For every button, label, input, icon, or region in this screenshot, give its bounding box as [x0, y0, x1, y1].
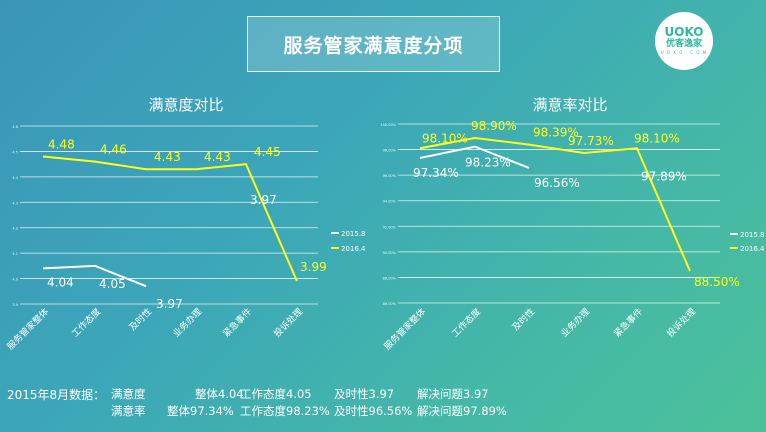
chart1-data-label: 4.43 — [154, 150, 181, 164]
chart2-data-label: 98.10% — [422, 131, 468, 145]
chart1-series-line-2015.8 — [42, 264, 147, 288]
chart1-x-tick-label: 工作态度 — [69, 306, 103, 340]
chart1-series-line-2016.4 — [42, 155, 298, 282]
chart2-y-tick-label: 96.00% — [383, 174, 397, 178]
chart1-data-label: 3.99 — [300, 260, 327, 274]
footer-r1-4: 解决问题3.97 — [417, 387, 489, 401]
footer-r1-1: 整体4.04 — [195, 387, 244, 401]
chart2-y-tick-label: 88.00% — [383, 276, 397, 280]
chart2-y-tick-label: 94.00% — [383, 200, 397, 204]
chart1-x-tick-label: 及时性 — [127, 306, 155, 334]
chart2-data-label: 98.23% — [465, 156, 511, 170]
footer-r2-3: 及时性96.56% — [334, 404, 413, 418]
chart1-data-label: 4.48 — [48, 138, 75, 152]
chart1-x-tick-label: 投诉处理 — [271, 306, 305, 340]
chart2-data-label: 98.90% — [471, 119, 517, 133]
chart2-data-label: 97.73% — [568, 134, 614, 148]
chart2-y-tick-label: 92.00% — [383, 225, 397, 229]
chart1-data-label: 4.43 — [204, 150, 231, 164]
chart1-data-label: 3.97 — [156, 297, 183, 311]
footer-r2-0: 满意率 — [111, 404, 146, 418]
footer-r1-2: 工作态度4.05 — [240, 387, 312, 401]
chart2-data-label: 88.50% — [694, 275, 740, 289]
chart2-data-label: 97.34% — [413, 166, 459, 180]
chart1-y-tick-label: 4.0 — [12, 278, 18, 282]
chart2-x-tick-label: 紧急事件 — [611, 306, 645, 340]
chart1-y-tick-label: 4.3 — [12, 201, 18, 205]
uoko-logo: UOKO 优客逸家 U O K O . C O M — [655, 12, 713, 70]
logo-brand: UOKO — [664, 25, 704, 39]
chart1-y-tick-label: 4.6 — [12, 125, 18, 129]
chart2-y-tick-label: 90.00% — [383, 251, 397, 255]
chart2-y-tick-label: 100.00% — [380, 123, 396, 127]
chart2-y-tick-label: 86.00% — [383, 302, 397, 306]
chart2-data-label: 98.39% — [533, 126, 579, 140]
chart2-series-line-2016.4 — [419, 137, 691, 272]
footer-r1-3: 及时性3.97 — [334, 387, 395, 401]
chart2-data-label: 98.10% — [634, 131, 680, 145]
chart1-y-tick-label: 4.5 — [12, 150, 18, 154]
chart2-data-label: 96.56% — [534, 176, 580, 190]
chart1-data-label: 4.05 — [99, 277, 126, 291]
chart1-data-label: 4.45 — [254, 145, 281, 159]
chart1-y-tick-label: 4.1 — [12, 252, 18, 256]
chart2-title: 满意率对比 — [532, 96, 607, 114]
chart1-data-label: 4.46 — [100, 143, 127, 157]
chart1-title: 满意度对比 — [148, 96, 223, 114]
chart2-x-tick-label: 服务管家整体 — [381, 306, 428, 353]
footer-r1-0: 满意度 — [111, 387, 146, 401]
chart1-x-tick-label: 紧急事件 — [220, 306, 254, 340]
footer-r2-2: 工作态度98.23% — [240, 404, 330, 418]
logo-tagline: U O K O . C O M — [660, 50, 708, 55]
chart2-series-line-2015.8 — [419, 145, 530, 169]
chart1-data-label: 4.04 — [47, 275, 74, 289]
chart2-legend-label: 2015.8 — [740, 231, 765, 239]
chart2-legend-label: 2016.4 — [740, 245, 765, 253]
chart2-extra-data-label: 97.89% — [641, 169, 687, 183]
chart2-y-tick-label: 98.00% — [383, 149, 397, 153]
chart1-y-tick-label: 3.9 — [12, 303, 18, 307]
chart1-legend-label: 2016.4 — [341, 245, 366, 253]
footer-r2-1: 整体97.34% — [167, 404, 234, 418]
chart2-x-tick-label: 及时性 — [510, 306, 538, 334]
logo-name: 优客逸家 — [665, 39, 702, 49]
chart2-x-tick-label: 业务办理 — [558, 306, 592, 340]
chart1-y-tick-label: 4.2 — [12, 227, 18, 231]
chart1-legend-label: 2015.8 — [341, 230, 366, 238]
footer-prefix: 2015年8月数据： — [7, 388, 106, 402]
footer-r2-4: 解决问题97.89% — [417, 404, 507, 418]
slide-title: 服务管家满意度分项 — [247, 16, 500, 72]
chart1-x-tick-label: 服务管家整体 — [4, 306, 51, 353]
chart2-x-tick-label: 工作态度 — [449, 306, 483, 340]
chart1-extra-data-label: 3.97 — [250, 193, 277, 207]
chart2-x-tick-label: 投诉处理 — [664, 306, 698, 340]
chart1-y-tick-label: 4.4 — [12, 176, 18, 180]
